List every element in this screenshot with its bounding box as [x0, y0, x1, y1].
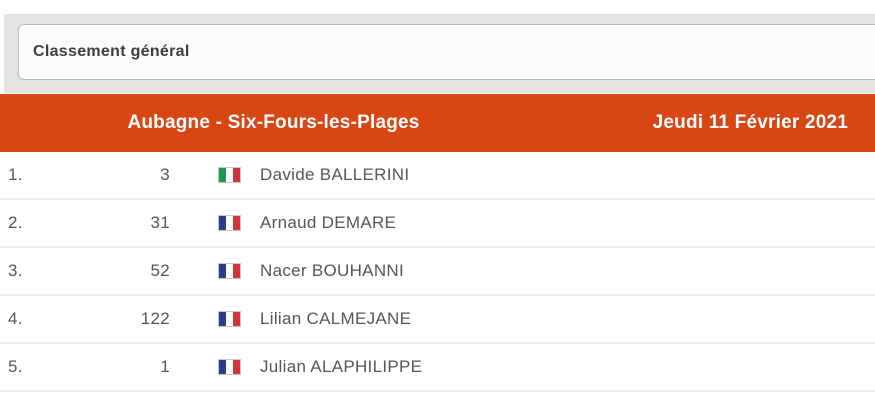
- rider-name: Arnaud DEMARE: [260, 213, 397, 232]
- rider-name: Davide BALLERINI: [260, 165, 410, 184]
- rider-name: Nacer BOUHANNI: [260, 261, 405, 280]
- results-table: 1. 3 Davide BALLERINI 2. 31 Arnaud DEMAR…: [0, 152, 875, 392]
- france-flag: [218, 263, 241, 279]
- rider-name: Lilian CALMEJANE: [260, 309, 412, 328]
- table-row: 1. 3 Davide BALLERINI: [0, 152, 875, 200]
- bib-cell: 31: [150, 213, 170, 232]
- stage-name: Aubagne - Six-Fours-les-Plages: [127, 112, 420, 133]
- bib-cell: 122: [140, 309, 170, 328]
- table-row: 2. 31 Arnaud DEMARE: [0, 200, 875, 248]
- classification-select[interactable]: Classement général: [18, 24, 875, 80]
- table-row: 4. 122 Lilian CALMEJANE: [0, 296, 875, 344]
- rank-cell: 5.: [8, 357, 23, 376]
- rider-name: Julian ALAPHILIPPE: [260, 357, 423, 376]
- rank-cell: 4.: [8, 309, 23, 328]
- france-flag: [218, 311, 241, 327]
- rank-cell: 1.: [8, 165, 23, 184]
- table-row: 5. 1 Julian ALAPHILIPPE: [0, 344, 875, 392]
- stage-header: Aubagne - Six-Fours-les-Plages Jeudi 11 …: [0, 94, 875, 152]
- france-flag: [218, 359, 241, 375]
- stage-date: Jeudi 11 Février 2021: [652, 112, 848, 133]
- rank-cell: 3.: [8, 261, 23, 280]
- bib-cell: 3: [160, 165, 170, 184]
- bib-cell: 1: [160, 357, 170, 376]
- france-flag: [218, 215, 241, 231]
- table-row: 3. 52 Nacer BOUHANNI: [0, 248, 875, 296]
- italy-flag: [218, 167, 241, 183]
- classification-select-label: Classement général: [33, 43, 190, 60]
- rank-cell: 2.: [8, 213, 23, 232]
- bib-cell: 52: [150, 261, 170, 280]
- classification-selector-strip: Classement général: [4, 14, 875, 93]
